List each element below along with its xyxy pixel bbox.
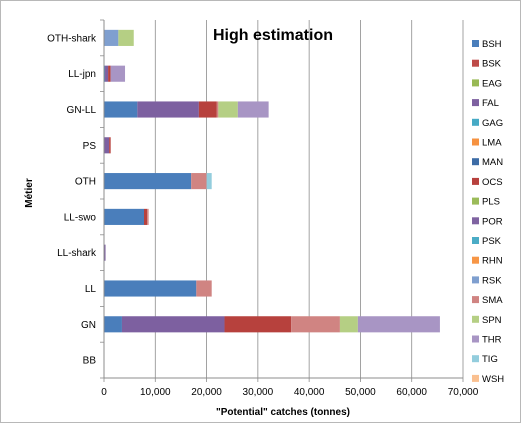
- y-axis-title: Métier: [24, 178, 35, 208]
- legend-label: BSH: [482, 39, 502, 50]
- axes: 0 10,000 20,000 30,000 40,000 50,000 60,000 70,…: [47, 19, 479, 398]
- bar-segment-fal: [121, 316, 225, 333]
- bar-segment-bsh: [104, 316, 122, 333]
- legend-label: RSK: [482, 275, 502, 286]
- legend-swatch: [472, 296, 479, 304]
- legend-swatch: [472, 374, 479, 382]
- legend-label: SPN: [482, 315, 502, 326]
- bar-segment-sma: [196, 280, 212, 297]
- legend-label: OCS: [482, 177, 503, 188]
- bar-segment-thr: [237, 101, 269, 118]
- legend-swatch: [472, 99, 479, 107]
- bar-segment-spn: [118, 29, 134, 46]
- bar-segment-fal: [137, 101, 199, 118]
- legend-swatch: [472, 59, 479, 67]
- legend-swatch: [472, 237, 479, 244]
- legend-label: THR: [482, 335, 502, 346]
- bar-segment-ocs: [198, 101, 217, 118]
- legend-swatch: [472, 197, 479, 205]
- bar-segment-sma: [216, 101, 219, 118]
- legend-swatch: [472, 276, 479, 284]
- legend-label: TIG: [482, 354, 498, 365]
- legend-swatch: [472, 217, 479, 225]
- bar-segment-thr: [357, 316, 440, 333]
- bar-segment-ocs: [108, 65, 111, 82]
- legend-swatch: [472, 335, 479, 343]
- bar-segment-sma: [147, 208, 149, 225]
- bar-segment-ocs: [224, 316, 292, 333]
- x-tick-label: 20,000: [191, 387, 222, 398]
- bar-segment-rsk: [104, 29, 119, 46]
- bar-segment-bsh: [104, 173, 192, 190]
- category-label: PS: [83, 141, 97, 152]
- legend-label: PLS: [482, 197, 500, 208]
- bar-segment-spn: [339, 316, 358, 333]
- x-tick-label: 50,000: [345, 387, 376, 398]
- bar-segment-tig: [206, 173, 212, 190]
- bar-segment-bsh: [104, 208, 145, 225]
- bar-segment-sma: [191, 173, 207, 190]
- category-label: LL: [85, 284, 97, 295]
- x-tick-label: 30,000: [243, 387, 274, 398]
- legend-swatch: [472, 177, 479, 185]
- category-label: LL-jpn: [68, 69, 96, 80]
- category-label: OTH-shark: [47, 33, 97, 44]
- category-label: LL-swo: [64, 212, 97, 223]
- legend-label: GAG: [482, 118, 503, 129]
- bar-segment-bsh: [104, 101, 138, 118]
- bar-segment-fal: [104, 244, 106, 261]
- legend-label: FAL: [482, 98, 499, 109]
- legend-label: EAG: [482, 78, 502, 89]
- x-axis-title: "Potential" catches (tonnes): [216, 407, 350, 418]
- x-tick-label: 10,000: [140, 387, 171, 398]
- bar-segment-spn: [218, 101, 238, 118]
- category-label: GN-LL: [67, 105, 97, 116]
- legend-swatch: [472, 79, 479, 87]
- category-label: OTH: [75, 177, 96, 188]
- x-tick-label: 60,000: [396, 387, 427, 398]
- bar-segment-ocs: [144, 208, 148, 225]
- legend-label: RHN: [482, 256, 503, 267]
- legend-swatch: [472, 355, 479, 363]
- legend-swatch: [472, 118, 479, 126]
- chart-title: High estimation: [213, 27, 333, 44]
- legend-swatch: [472, 158, 479, 166]
- category-label: GN: [81, 320, 96, 331]
- bar-segment-fal: [105, 65, 109, 82]
- bar-segment-bsh: [104, 280, 197, 297]
- legend-label: SMA: [482, 295, 503, 306]
- category-label: BB: [83, 356, 97, 367]
- legend: BSH BSK EAG FAL GAG LMA MAN OCS PLS POR PSK RHN RSK S…: [472, 39, 504, 385]
- legend-label: WSH: [482, 374, 504, 385]
- legend-swatch: [472, 315, 479, 323]
- x-tick-label: 0: [101, 387, 107, 398]
- bar-segment-thr: [110, 65, 126, 82]
- legend-label: LMA: [482, 138, 502, 149]
- x-tick-label: 40,000: [294, 387, 325, 398]
- legend-swatch: [472, 40, 479, 47]
- legend-label: POR: [482, 216, 503, 227]
- x-tick-label: 70,000: [448, 387, 479, 398]
- category-label: LL-shark: [57, 248, 97, 259]
- legend-swatch: [472, 138, 479, 146]
- bar-segment-bsh: [104, 65, 106, 82]
- bar-segment-ocs: [109, 137, 111, 154]
- legend-label: BSK: [482, 59, 502, 70]
- legend-swatch: [472, 256, 479, 264]
- legend-label: PSK: [482, 236, 502, 247]
- bars: [104, 29, 440, 333]
- bar-segment-sma: [291, 316, 340, 333]
- bar-segment-fal: [104, 137, 110, 154]
- legend-label: MAN: [482, 157, 503, 168]
